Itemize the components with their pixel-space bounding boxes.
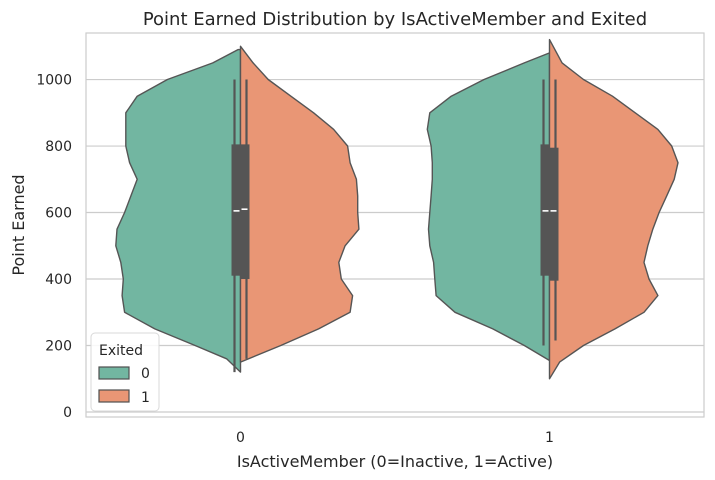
iqr-box-1-exited-0 [540, 144, 550, 276]
x-tick-0: 0 [236, 430, 245, 446]
violin-0-exited-1 [239, 45, 360, 363]
iqr-box-1-exited-1 [549, 147, 559, 281]
y-tick-labels: 0 200 400 600 800 1000 [36, 73, 72, 421]
y-tick-800: 800 [45, 139, 72, 155]
legend-title: Exited [99, 343, 143, 359]
iqr-box-0-exited-1 [240, 144, 250, 280]
legend-swatch-1 [98, 389, 130, 403]
violin-1-exited-0 [426, 52, 551, 362]
violin-1-exited-1 [548, 38, 679, 380]
y-tick-1000: 1000 [36, 73, 72, 89]
legend: Exited 0 1 [90, 332, 160, 412]
plot-frame [85, 32, 705, 418]
violin-0-exited-0 [115, 48, 242, 373]
y-axis-label: Point Earned [9, 174, 28, 275]
x-axis-label: IsActiveMember (0=Inactive, 1=Active) [237, 452, 553, 471]
legend-label-1: 1 [141, 390, 150, 406]
y-tick-200: 200 [45, 339, 72, 355]
legend-swatch-0 [98, 366, 130, 380]
chart-title: Point Earned Distribution by IsActiveMem… [143, 9, 647, 30]
violins [115, 38, 679, 380]
y-tick-400: 400 [45, 272, 72, 288]
iqr-box-0-exited-0 [231, 144, 241, 276]
y-tick-600: 600 [45, 206, 72, 222]
y-tick-0: 0 [63, 405, 72, 421]
x-tick-1: 1 [545, 430, 554, 446]
inner-boxplots [231, 79, 559, 373]
legend-label-0: 0 [141, 366, 150, 382]
